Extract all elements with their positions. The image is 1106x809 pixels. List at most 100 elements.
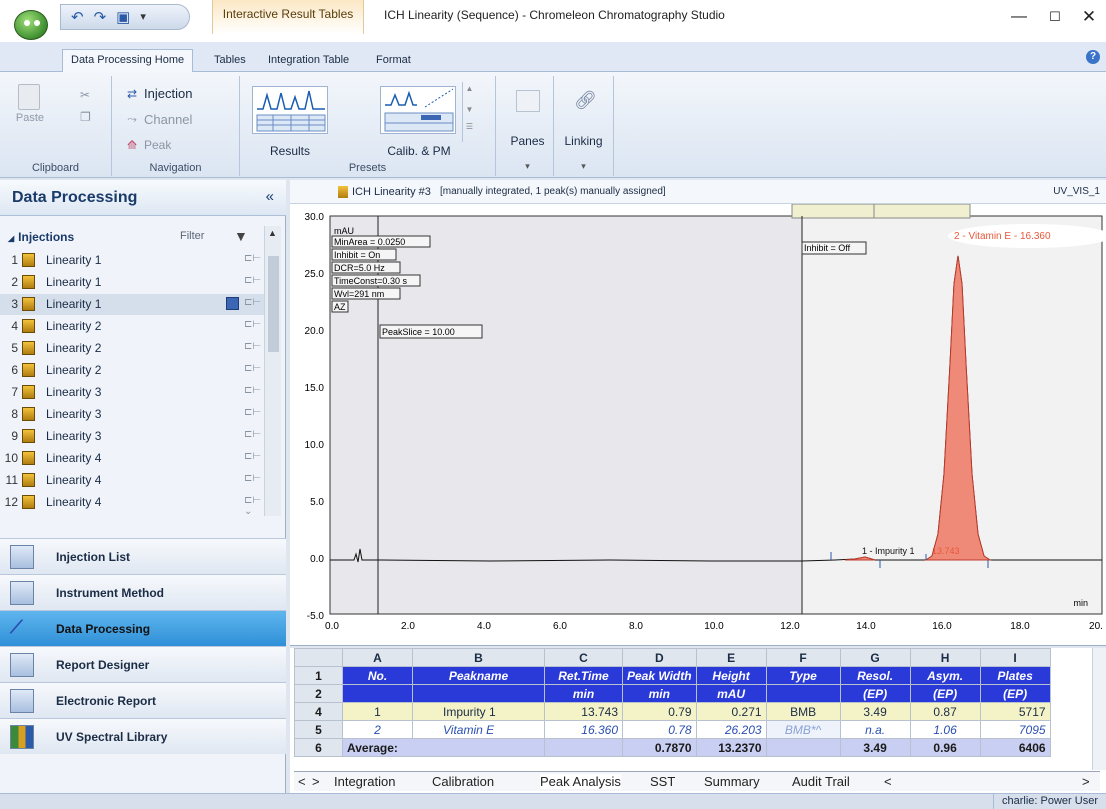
list-item[interactable]: 8 Linearity 3 ⊏⊢ bbox=[0, 404, 264, 425]
event-label[interactable]: MinArea = 0.0250 bbox=[334, 237, 405, 247]
peak-nav-button[interactable]: ⟰ Peak bbox=[124, 138, 171, 152]
redo-icon[interactable]: ↷ bbox=[93, 8, 107, 26]
table-cell[interactable]: 26.203 bbox=[695, 720, 767, 739]
link-chain-icon[interactable]: 🔗︎ bbox=[574, 90, 597, 110]
unit-cell[interactable]: min bbox=[622, 684, 697, 703]
event-label[interactable]: PeakSlice = 10.00 bbox=[382, 327, 455, 337]
close-button[interactable]: ✕ bbox=[1081, 7, 1097, 26]
row-number[interactable]: 5 bbox=[294, 720, 343, 739]
event-label[interactable]: TimeConst=0.30 s bbox=[334, 276, 407, 286]
header-cell[interactable]: Peakname bbox=[412, 666, 545, 685]
workspace-injection-list[interactable]: Injection List bbox=[0, 538, 286, 574]
impurity-peak-area[interactable] bbox=[844, 556, 876, 561]
table-cell[interactable]: 5717 bbox=[979, 702, 1051, 721]
header-cell[interactable]: Ret.Time bbox=[544, 666, 623, 685]
list-item[interactable]: 2 Linearity 1 ⊏⊢ bbox=[0, 272, 264, 293]
table-row[interactable]: 5 2 Vitamin E 16.360 0.78 26.203 BMB*^ n… bbox=[294, 720, 1051, 739]
unit-cell[interactable] bbox=[342, 684, 413, 703]
column-header[interactable]: B bbox=[412, 648, 545, 667]
peak-results-table[interactable]: A B C D E F G H I 1 No. Peakname Ret.Tim… bbox=[294, 648, 1051, 757]
table-cell[interactable]: 0.96 bbox=[909, 738, 981, 757]
tab-integration-table[interactable]: Integration Table bbox=[268, 54, 350, 66]
injection-nav-button[interactable]: ⇄ Injection bbox=[124, 86, 192, 101]
table-cell[interactable]: 2 bbox=[342, 720, 413, 739]
row-number[interactable]: 6 bbox=[294, 738, 343, 757]
presets-gallery-scroll[interactable]: ▲ ▼ ☰ bbox=[462, 82, 476, 142]
results-preset-label[interactable]: Results bbox=[269, 144, 310, 158]
calib-preset-thumbnail[interactable] bbox=[380, 86, 456, 134]
table-cell[interactable] bbox=[765, 738, 841, 757]
unit-cell[interactable] bbox=[412, 684, 545, 703]
column-header[interactable]: F bbox=[765, 648, 841, 667]
table-cell[interactable]: 1 bbox=[342, 702, 413, 721]
tab-scroll-left-icon[interactable]: < bbox=[884, 774, 892, 789]
sheet-tab-calibration[interactable]: Calibration bbox=[432, 774, 495, 789]
list-item[interactable]: 4 Linearity 2 ⊏⊢ bbox=[0, 316, 264, 337]
column-header[interactable]: I bbox=[979, 648, 1051, 667]
event-label[interactable]: Inhibit = Off bbox=[804, 243, 851, 253]
table-cell[interactable]: 7095 bbox=[979, 720, 1051, 739]
table-cell[interactable]: Vitamin E bbox=[412, 720, 545, 739]
peak-1-retention-label[interactable]: 13.743 bbox=[932, 546, 960, 556]
event-label[interactable]: DCR=5.0 Hz bbox=[334, 263, 385, 273]
table-cell[interactable]: 16.360 bbox=[544, 720, 623, 739]
average-row[interactable]: 6 Average: 0.7870 13.2370 3.49 0.96 6406 bbox=[294, 738, 1051, 757]
vitamin-e-peak-area[interactable] bbox=[924, 255, 992, 561]
maximize-button[interactable]: ☐ bbox=[1049, 9, 1061, 24]
tab-data-processing-home[interactable]: Data Processing Home bbox=[62, 49, 194, 73]
column-header[interactable]: H bbox=[909, 648, 981, 667]
column-header[interactable]: C bbox=[544, 648, 623, 667]
list-item[interactable]: 3 Linearity 1 ⊏⊢ bbox=[0, 294, 264, 315]
list-item[interactable]: 6 Linearity 2 ⊏⊢ bbox=[0, 360, 264, 381]
sheet-tab-peak-analysis[interactable]: Peak Analysis bbox=[540, 774, 621, 789]
event-label[interactable]: Inhibit = On bbox=[334, 250, 380, 260]
list-item[interactable]: 10 Linearity 4 ⊏⊢ bbox=[0, 448, 264, 469]
cut-icon[interactable]: ✂ bbox=[80, 88, 91, 102]
list-item[interactable]: 9 Linearity 3 ⊏⊢ bbox=[0, 426, 264, 447]
linking-button-label[interactable]: Linking bbox=[564, 134, 603, 148]
table-cell[interactable]: 0.79 bbox=[622, 702, 697, 721]
calib-preset-label[interactable]: Calib. & PM bbox=[387, 144, 451, 158]
unit-cell[interactable] bbox=[765, 684, 841, 703]
unit-cell[interactable]: (EP) bbox=[909, 684, 981, 703]
filter-funnel-icon[interactable]: ▼ bbox=[234, 228, 248, 244]
header-cell[interactable]: Asym. bbox=[909, 666, 981, 685]
header-cell[interactable]: Resol. bbox=[839, 666, 911, 685]
peak-2-label[interactable]: 2 - Vitamin E - 16.360 bbox=[954, 231, 1051, 242]
table-cell[interactable]: 3.49 bbox=[839, 738, 911, 757]
paste-button[interactable]: Paste bbox=[15, 112, 45, 124]
tab-scroll-right-icon[interactable]: > bbox=[1082, 774, 1090, 789]
table-cell[interactable]: 6406 bbox=[979, 738, 1051, 757]
table-cell[interactable]: 1.06 bbox=[909, 720, 981, 739]
sheet-tab-sst[interactable]: SST bbox=[650, 774, 676, 789]
column-header[interactable]: E bbox=[695, 648, 767, 667]
event-label[interactable]: AZ bbox=[334, 302, 346, 312]
injections-title[interactable]: ◢ Injections bbox=[8, 230, 74, 244]
list-item[interactable]: 5 Linearity 2 ⊏⊢ bbox=[0, 338, 264, 359]
table-cell[interactable]: 13.743 bbox=[544, 702, 623, 721]
column-header[interactable]: D bbox=[622, 648, 697, 667]
results-preset-thumbnail[interactable] bbox=[252, 86, 328, 134]
scroll-up-icon[interactable]: ▲ bbox=[268, 228, 277, 238]
header-cell[interactable]: Height bbox=[695, 666, 767, 685]
list-item[interactable]: 11 Linearity 4 ⊏⊢ bbox=[0, 470, 264, 491]
workspace-uv-spectral-library[interactable]: UV Spectral Library bbox=[0, 718, 286, 754]
unit-cell[interactable]: min bbox=[544, 684, 623, 703]
column-header[interactable]: A bbox=[342, 648, 413, 667]
save-icon[interactable]: ▣ bbox=[116, 8, 131, 26]
list-item[interactable]: 1 Linearity 1 ⊏⊢ bbox=[0, 250, 264, 271]
table-cell[interactable]: BMB bbox=[765, 702, 841, 721]
workspace-data-processing[interactable]: ⟋ Data Processing bbox=[0, 610, 286, 646]
corner-cell[interactable] bbox=[294, 648, 343, 667]
unit-cell[interactable]: (EP) bbox=[839, 684, 911, 703]
workspace-instrument-method[interactable]: Instrument Method bbox=[0, 574, 286, 610]
list-item[interactable]: 12 Linearity 4 ⊏⊢ ⌄ bbox=[0, 492, 264, 517]
table-cell[interactable]: Impurity 1 bbox=[412, 702, 545, 721]
chromatogram-plot[interactable]: 30.0 25.0 20.0 15.0 10.0 5.0 0.0 -5.0 mA… bbox=[290, 204, 1106, 646]
table-cell[interactable]: 13.2370 bbox=[695, 738, 767, 757]
list-item[interactable]: 7 Linearity 3 ⊏⊢ bbox=[0, 382, 264, 403]
panes-button-label[interactable]: Panes bbox=[510, 134, 545, 148]
scroll-up-icon[interactable]: ▲ bbox=[465, 84, 474, 93]
header-cell[interactable]: Peak Width bbox=[622, 666, 697, 685]
header-cell[interactable]: No. bbox=[342, 666, 413, 685]
